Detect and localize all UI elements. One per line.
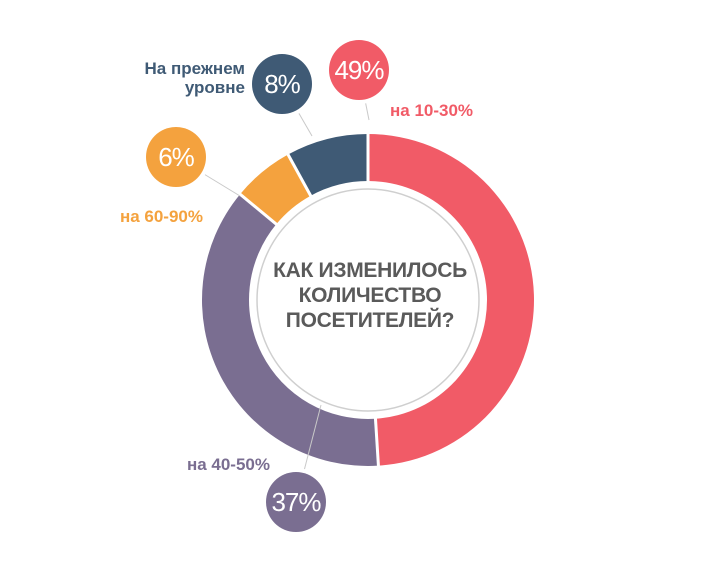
value-label-4: 8%	[264, 69, 300, 99]
slice-separator-3	[238, 192, 279, 226]
value-bubble-2	[266, 472, 326, 532]
value-bubble-4	[252, 54, 312, 114]
category-label-на-10-30: на 10-30%	[390, 101, 473, 120]
category-label-line: на 10-30%	[390, 101, 473, 120]
slice-separator-4	[286, 152, 313, 198]
category-label-line: На прежнем	[145, 59, 245, 78]
category-label-на-40-50: на 40-50%	[187, 455, 270, 474]
slice-separator-2	[373, 417, 380, 467]
value-label-2: 37%	[271, 487, 321, 517]
value-bubble-3	[146, 127, 206, 187]
donut-hole	[250, 182, 486, 418]
slice-2	[201, 194, 379, 466]
chart-title-line-2: КОЛИЧЕСТВО	[298, 284, 442, 307]
value-label-1: 49%	[334, 55, 384, 85]
category-label-на-60-90: на 60-90%	[120, 207, 203, 226]
category-label-line: на 60-90%	[120, 207, 203, 226]
category-label-line: на 40-50%	[187, 455, 270, 474]
chart-title-line-3: ПОСЕТИТЕЛЕЙ?	[285, 309, 455, 332]
slice-1	[368, 134, 534, 466]
chart-title-line-1: КАК ИЗМЕНИЛОСЬ	[273, 259, 467, 282]
category-label-на-прежнем-уровне: На прежнем уровне	[145, 59, 245, 97]
donut-hole-outline	[256, 188, 480, 412]
slice-4	[288, 134, 368, 196]
value-label-3: 6%	[158, 142, 194, 172]
value-bubble-1	[329, 40, 389, 100]
category-label-line: уровне	[185, 78, 245, 97]
slice-3	[240, 154, 311, 225]
chart-title: КАК ИЗМЕНИЛОСЬ КОЛИЧЕСТВО ПОСЕТИТЕЛЕЙ?	[250, 258, 490, 333]
